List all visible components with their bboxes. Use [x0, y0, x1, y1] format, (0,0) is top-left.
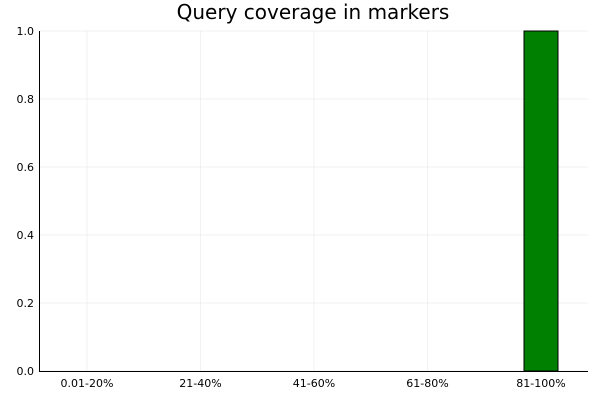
y-tick-label: 0.8: [17, 93, 35, 106]
y-tick-label: 0.4: [17, 229, 35, 242]
x-tick-label: 81-100%: [516, 377, 565, 390]
x-tick-label: 41-60%: [293, 377, 335, 390]
x-tick-label: 21-40%: [179, 377, 221, 390]
y-tick-label: 0.6: [17, 161, 35, 174]
x-tick-label: 61-80%: [406, 377, 448, 390]
y-tick-labels: 0.0 0.2 0.4 0.6 0.8 1.0: [17, 25, 35, 378]
bars: [523, 30, 559, 372]
y-tick-label: 1.0: [17, 25, 35, 38]
x-tick-labels: 0.01-20% 21-40% 41-60% 61-80% 81-100%: [61, 377, 566, 390]
y-tick-label: 0.0: [17, 365, 35, 378]
bar-81-100%: [523, 30, 559, 372]
axes: [39, 31, 588, 372]
x-tick-label: 0.01-20%: [61, 377, 114, 390]
chart-title: Query coverage in markers: [177, 0, 450, 24]
y-tick-label: 0.2: [17, 297, 35, 310]
